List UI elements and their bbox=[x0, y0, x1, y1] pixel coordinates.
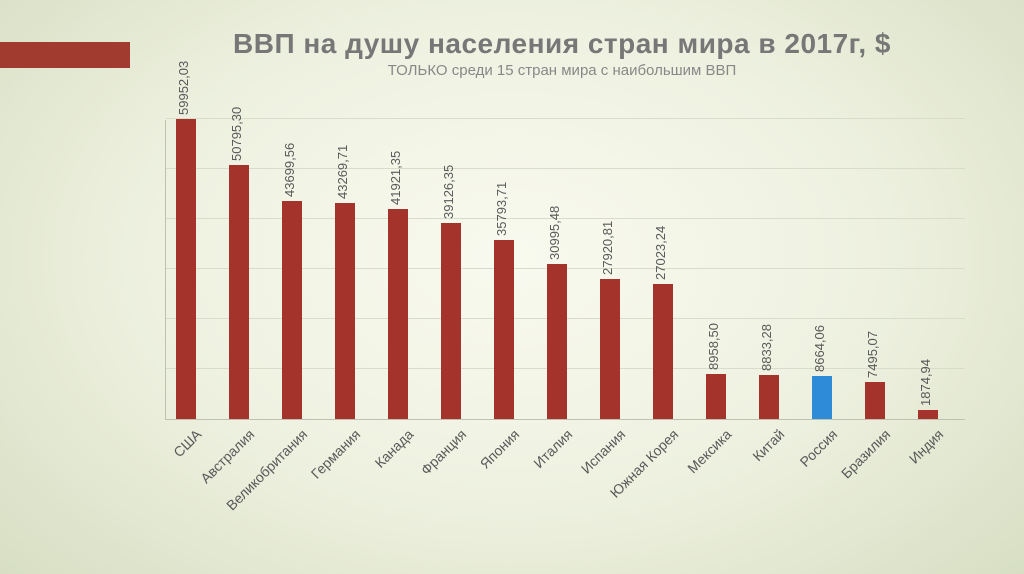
bar-category-label: Франция bbox=[412, 420, 470, 478]
bar-group: 43699,56Великобритания bbox=[282, 201, 302, 419]
chart-subtitle: ТОЛЬКО среди 15 стран мира с наибольшим … bbox=[160, 62, 964, 79]
title-block: ВВП на душу населения стран мира в 2017г… bbox=[160, 28, 964, 79]
bar: 41921,35 bbox=[388, 209, 408, 419]
bar: 50795,30 bbox=[229, 165, 249, 419]
bar-value-label: 8833,28 bbox=[759, 324, 774, 371]
bar-category-label: Япония bbox=[471, 420, 522, 471]
bar: 27023,24 bbox=[653, 284, 673, 419]
bar-group: 8664,06Россия bbox=[812, 376, 832, 419]
bar-value-label: 27023,24 bbox=[653, 226, 668, 280]
bar: 43699,56 bbox=[282, 201, 302, 419]
slide-accent-bar bbox=[0, 42, 130, 68]
bar-value-label: 41921,35 bbox=[388, 151, 403, 205]
bar: 39126,35 bbox=[441, 223, 461, 419]
bar-group: 7495,07Бразилия bbox=[865, 382, 885, 419]
bar-value-label: 8664,06 bbox=[812, 325, 827, 372]
bar: 27920,81 bbox=[600, 279, 620, 419]
bar-category-label: Бразилия bbox=[832, 420, 893, 481]
bar: 8664,06 bbox=[812, 376, 832, 419]
bar-category-label: Китай bbox=[744, 420, 788, 464]
chart-title: ВВП на душу населения стран мира в 2017г… bbox=[160, 28, 964, 60]
bar-value-label: 43269,71 bbox=[335, 144, 350, 198]
bar: 8833,28 bbox=[759, 375, 779, 419]
bar: 35793,71 bbox=[494, 240, 514, 419]
bar-group: 8958,50Мексика bbox=[706, 374, 726, 419]
bar: 59952,03 bbox=[176, 119, 196, 419]
bar-group: 27920,81Испания bbox=[600, 279, 620, 419]
bar-category-label: Италия bbox=[525, 420, 576, 471]
bar-value-label: 35793,71 bbox=[494, 182, 509, 236]
bar-category-label: Мексика bbox=[679, 420, 735, 476]
bar-value-label: 50795,30 bbox=[229, 107, 244, 161]
bar: 1874,94 bbox=[918, 410, 938, 419]
bar-group: 43269,71Германия bbox=[335, 203, 355, 419]
bar-group: 50795,30Австралия bbox=[229, 165, 249, 419]
bar: 30995,48 bbox=[547, 264, 567, 419]
bar-group: 35793,71Япония bbox=[494, 240, 514, 419]
bar-value-label: 27920,81 bbox=[600, 221, 615, 275]
bar-category-label: Индия bbox=[900, 420, 946, 466]
bar-group: 39126,35Франция bbox=[441, 223, 461, 419]
bar-value-label: 7495,07 bbox=[865, 331, 880, 378]
bar-value-label: 43699,56 bbox=[282, 142, 297, 196]
bar: 8958,50 bbox=[706, 374, 726, 419]
bar-value-label: 1874,94 bbox=[918, 359, 933, 406]
bar: 7495,07 bbox=[865, 382, 885, 419]
chart-plot: 59952,03США 50795,30Австралия 43699,56Вели… bbox=[165, 120, 965, 420]
bar-group: 8833,28Китай bbox=[759, 375, 779, 419]
grid-line bbox=[166, 118, 965, 119]
bar-group: 41921,35Канада bbox=[388, 209, 408, 419]
bar-group: 27023,24Южная Корея bbox=[653, 284, 673, 419]
bar-value-label: 59952,03 bbox=[176, 61, 191, 115]
bar: 43269,71 bbox=[335, 203, 355, 419]
bar-group: 30995,48Италия bbox=[547, 264, 567, 419]
bar-group: 59952,03США bbox=[176, 119, 196, 419]
bar-category-label: США bbox=[165, 420, 205, 460]
bar-value-label: 8958,50 bbox=[706, 323, 721, 370]
bar-category-label: Канада bbox=[366, 420, 417, 471]
bar-category-label: Германия bbox=[302, 420, 363, 481]
bar-value-label: 30995,48 bbox=[547, 206, 562, 260]
bar-group: 1874,94Индия bbox=[918, 410, 938, 419]
chart-area: 59952,03США 50795,30Австралия 43699,56Вели… bbox=[165, 120, 965, 420]
bar-value-label: 39126,35 bbox=[441, 165, 456, 219]
